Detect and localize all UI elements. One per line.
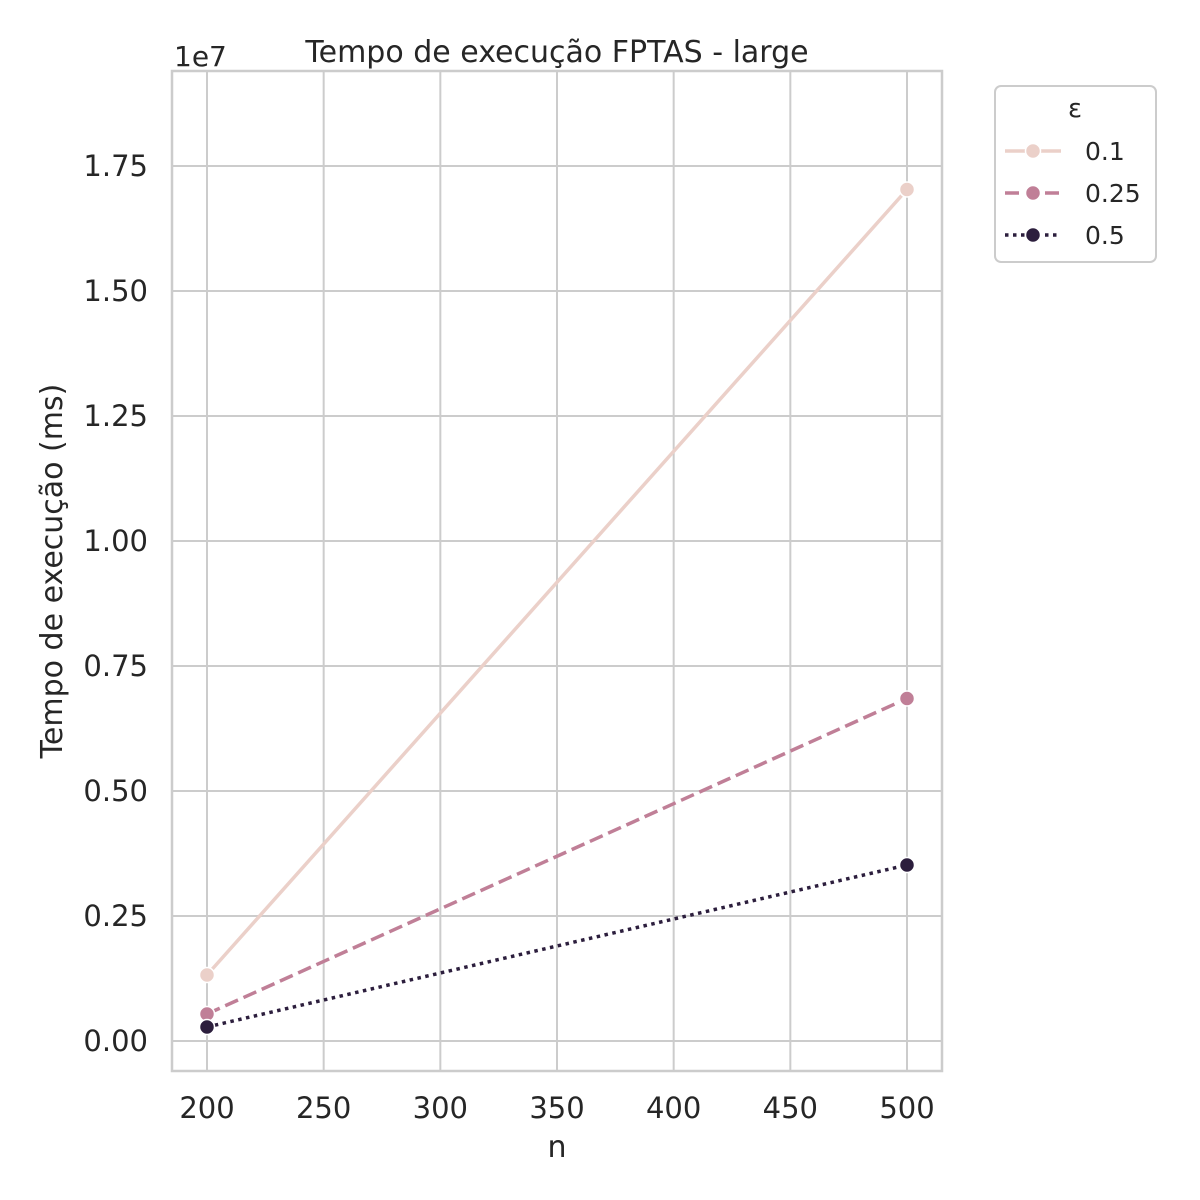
legend-marker bbox=[1024, 226, 1042, 244]
legend-label: 0.1 bbox=[1085, 137, 1125, 166]
legend-label: 0.5 bbox=[1085, 221, 1125, 250]
plot-frame bbox=[170, 69, 944, 1073]
series-layer bbox=[198, 181, 916, 1036]
x-axis-title: n bbox=[547, 1130, 566, 1165]
legend-title: ε bbox=[1068, 94, 1082, 124]
y-axis-title: Tempo de execução (ms) bbox=[35, 384, 70, 760]
x-tick-label: 200 bbox=[179, 1091, 234, 1125]
x-tick-label: 250 bbox=[296, 1091, 351, 1125]
x-tick-label: 300 bbox=[413, 1091, 468, 1125]
y-tick-label: 0.00 bbox=[83, 1024, 148, 1058]
y-tick-label: 1.00 bbox=[83, 524, 148, 558]
legend-box bbox=[994, 85, 1157, 263]
legend-item: 0.25 bbox=[1005, 179, 1141, 208]
series-0.25 bbox=[198, 690, 916, 1023]
chart-title: Tempo de execução FPTAS - large bbox=[304, 35, 808, 70]
x-tick-labels: 200 250 300 350 400 450 500 bbox=[179, 1091, 934, 1125]
data-point bbox=[898, 181, 916, 198]
y-tick-label: 0.50 bbox=[83, 774, 148, 808]
x-tick-label: 450 bbox=[763, 1091, 818, 1125]
x-tick-label: 500 bbox=[879, 1091, 934, 1125]
y-tick-label: 1.50 bbox=[83, 274, 148, 308]
data-point bbox=[898, 690, 916, 707]
x-tick-label: 400 bbox=[646, 1091, 701, 1125]
legend-items: 0.1 0.25 0.5 bbox=[1005, 137, 1141, 250]
series-0.5 bbox=[198, 856, 916, 1036]
y-tick-label: 0.75 bbox=[83, 649, 148, 683]
data-point bbox=[198, 1018, 216, 1036]
data-point bbox=[898, 856, 916, 874]
series-line bbox=[206, 696, 908, 1016]
grid bbox=[172, 71, 942, 1071]
data-point bbox=[198, 966, 216, 984]
y-tick-label: 1.25 bbox=[83, 399, 148, 433]
legend: ε 0.1 0.25 0.5 bbox=[994, 85, 1157, 263]
legend-label: 0.25 bbox=[1085, 179, 1141, 208]
series-line bbox=[205, 188, 909, 977]
legend-item: 0.5 bbox=[1005, 221, 1125, 250]
y-tick-label: 0.25 bbox=[83, 899, 148, 933]
y-offset-label: 1e7 bbox=[174, 40, 227, 73]
y-tick-labels: 0.00 0.25 0.50 0.75 1.00 1.25 1.50 1.75 bbox=[83, 149, 148, 1058]
x-tick-label: 350 bbox=[529, 1091, 584, 1125]
series-0.1 bbox=[198, 181, 916, 984]
legend-item: 0.1 bbox=[1005, 137, 1125, 166]
legend-marker bbox=[1024, 142, 1042, 160]
legend-marker bbox=[1024, 184, 1042, 202]
y-tick-label: 1.75 bbox=[83, 149, 148, 183]
